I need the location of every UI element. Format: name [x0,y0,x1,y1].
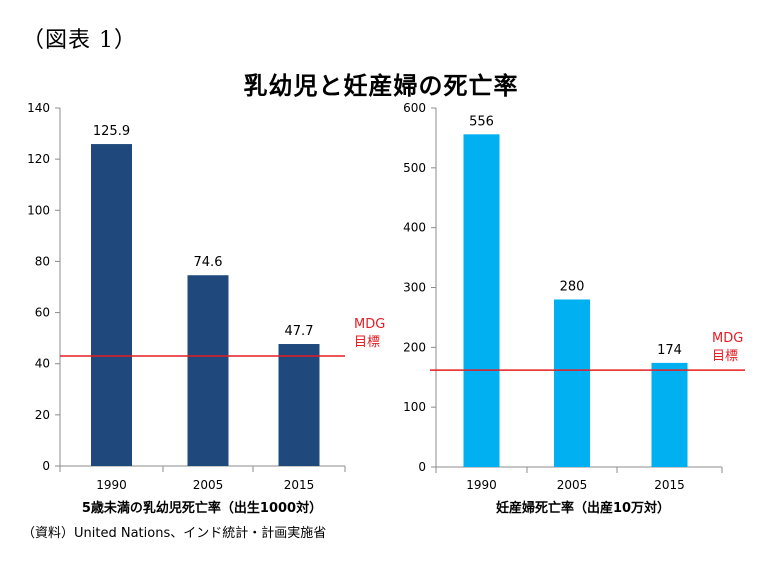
y-tick-label: 500 [403,161,426,175]
y-tick-label: 40 [35,357,50,371]
y-tick-label: 100 [403,400,426,414]
y-tick-label: 100 [27,203,50,217]
data-label: 74.6 [194,255,223,270]
target-label-mdg: MDG [354,317,385,332]
y-tick-label: 200 [403,340,426,354]
y-tick-label: 400 [403,221,426,235]
chart-infant-mortality: 0 20 40 60 80 100 120 140 125.9 1990 74.6 2005 47.7 2… [27,101,385,516]
figure-label: （図表 1） [22,28,137,53]
y-tick-label: 80 [35,254,50,268]
source-note: （資料）United Nations、インド統計・計画実施省 [22,526,327,541]
page-title: 乳幼児と妊産婦の死亡率 [243,72,519,100]
target-label-mdg: MDG [712,331,743,346]
data-label: 125.9 [93,124,130,139]
x-tick-label: 2005 [557,478,588,492]
data-label: 280 [560,279,585,294]
y-tick-label: 140 [27,101,50,115]
y-tick-label: 20 [35,408,50,422]
x-tick-label: 2005 [193,478,224,492]
x-tick-label: 1990 [466,478,497,492]
target-label-goal: 目標 [354,335,380,350]
data-label: 174 [657,343,682,358]
bar [463,134,500,467]
bar [554,299,590,467]
x-tick-label: 2015 [284,478,315,492]
x-tick-label: 2015 [654,478,685,492]
target-label-goal: 目標 [712,349,738,364]
bar [651,362,688,467]
chart-maternal-mortality: 0 100 200 300 400 500 600 556 1990 280 2005 174 2015… [403,101,745,516]
bar [278,344,320,466]
x-axis-title: 妊産婦死亡率（出産10万対） [496,500,670,516]
y-tick-label: 600 [403,101,426,115]
data-label: 556 [469,114,494,129]
y-tick-label: 120 [27,152,50,166]
bar [91,144,132,466]
y-tick-label: 300 [403,281,426,295]
x-axis-title: 5歳未満の乳幼児死亡率（出生1000対） [82,500,322,516]
x-tick-label: 1990 [96,478,127,492]
y-tick-label: 0 [418,460,426,474]
bar [187,275,229,466]
y-tick-label: 60 [35,306,50,320]
y-tick-label: 0 [42,459,50,473]
data-label: 47.7 [285,324,314,339]
